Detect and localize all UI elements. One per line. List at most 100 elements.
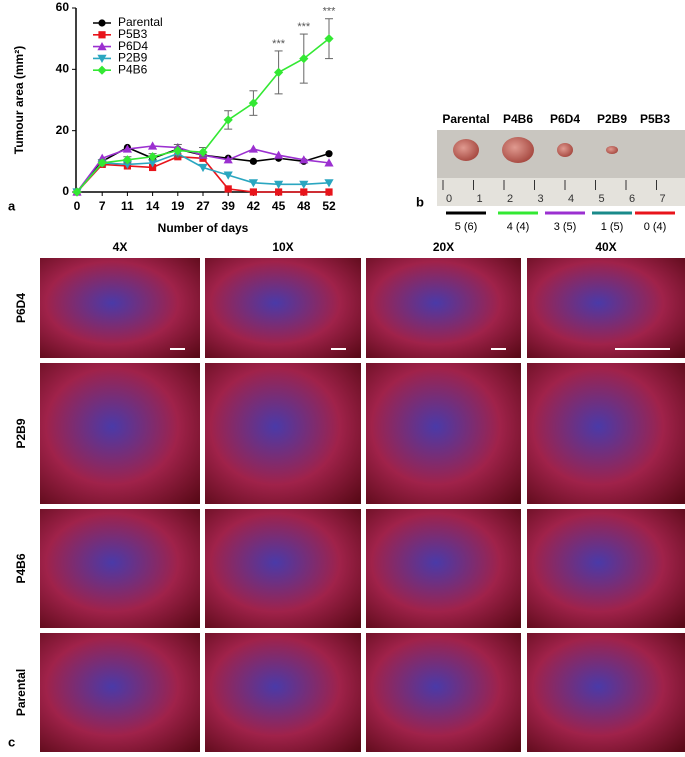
ruler-label: 7 [660, 193, 666, 205]
ruler-label: 5 [599, 193, 605, 205]
ruler [437, 178, 685, 206]
y-tick-label: 20 [56, 123, 70, 137]
column-header: 40X [595, 240, 616, 254]
marker [148, 141, 158, 150]
sample-count: 1 (5) [601, 221, 624, 233]
marker [173, 146, 183, 156]
marker [97, 65, 107, 75]
row-label: P2B9 [14, 418, 28, 448]
marker [198, 163, 208, 173]
micrograph [205, 509, 361, 628]
tumour [502, 137, 534, 163]
column-header: 4X [113, 240, 128, 254]
micrograph [40, 258, 200, 358]
sample-count: 5 (6) [455, 221, 478, 233]
marker [248, 144, 258, 153]
row-label: P4B6 [14, 553, 28, 583]
marker [248, 179, 258, 188]
marker [324, 34, 334, 44]
marker [148, 152, 158, 162]
micrograph [366, 633, 521, 752]
micrograph [366, 363, 521, 504]
sample-label: P6D4 [550, 112, 580, 126]
x-tick-label: 45 [272, 199, 286, 213]
marker [97, 42, 107, 51]
sample-label: P5B3 [640, 112, 670, 126]
panel-label: c [8, 734, 15, 749]
marker [275, 188, 283, 196]
x-tick-label: 39 [222, 199, 236, 213]
marker [223, 171, 233, 180]
y-axis-label: Tumour area (mm²) [12, 46, 26, 154]
x-tick-label: 42 [247, 199, 261, 213]
micrograph [205, 258, 361, 358]
ruler-label: 0 [446, 193, 452, 205]
marker [223, 115, 233, 125]
marker [324, 179, 334, 188]
marker [97, 54, 107, 63]
marker [325, 150, 333, 158]
x-tick-label: 11 [121, 199, 134, 213]
marker [325, 188, 333, 196]
panel-label: a [8, 198, 16, 213]
marker [249, 157, 257, 165]
sample-count: 0 (4) [644, 221, 667, 233]
tumour [606, 146, 618, 154]
marker [148, 159, 158, 168]
x-tick-label: 7 [99, 199, 106, 213]
ruler-label: 3 [538, 193, 544, 205]
y-tick-label: 40 [56, 62, 70, 76]
x-tick-label: 14 [146, 199, 160, 213]
micrograph [527, 509, 685, 628]
marker [324, 158, 334, 167]
legend-label: P6D4 [118, 39, 148, 53]
marker [299, 54, 309, 64]
legend-label: P2B9 [118, 51, 148, 65]
marker [223, 155, 233, 164]
micrograph [40, 633, 200, 752]
legend-label: P5B3 [118, 27, 148, 41]
column-header: 20X [433, 240, 454, 254]
sample-count: 4 (4) [507, 221, 530, 233]
marker [72, 187, 82, 197]
significance: *** [297, 21, 311, 33]
marker [97, 158, 107, 168]
sample-label: Parental [442, 112, 489, 126]
marker [299, 180, 309, 189]
marker [249, 188, 257, 196]
marker [248, 98, 258, 108]
row-label: Parental [14, 669, 28, 716]
ruler-label: 6 [629, 193, 635, 205]
ruler-label: 2 [507, 193, 513, 205]
marker [122, 155, 132, 165]
marker [299, 155, 309, 164]
micrograph [205, 363, 361, 504]
sample-label: P4B6 [503, 112, 533, 126]
x-axis-label: Number of days [158, 221, 249, 235]
tumour [453, 139, 479, 161]
marker [149, 163, 157, 172]
marker [274, 180, 284, 189]
marker [274, 67, 284, 77]
sample-count: 3 (5) [554, 221, 577, 233]
marker [224, 185, 232, 193]
x-tick-label: 0 [74, 199, 81, 213]
micrograph [366, 258, 521, 358]
y-tick-label: 0 [62, 184, 69, 198]
panel-label: b [416, 194, 424, 209]
significance: *** [272, 38, 286, 50]
marker [98, 31, 106, 39]
marker [300, 188, 308, 196]
x-tick-label: 48 [297, 199, 311, 213]
micrograph [527, 258, 685, 358]
marker [198, 147, 208, 157]
ruler-label: 4 [568, 193, 574, 205]
marker [274, 150, 284, 159]
marker [98, 19, 106, 27]
x-tick-label: 27 [196, 199, 210, 213]
row-label: P6D4 [14, 293, 28, 323]
micrograph [205, 633, 361, 752]
tumour [557, 143, 573, 157]
significance: *** [323, 6, 337, 18]
column-header: 10X [272, 240, 293, 254]
